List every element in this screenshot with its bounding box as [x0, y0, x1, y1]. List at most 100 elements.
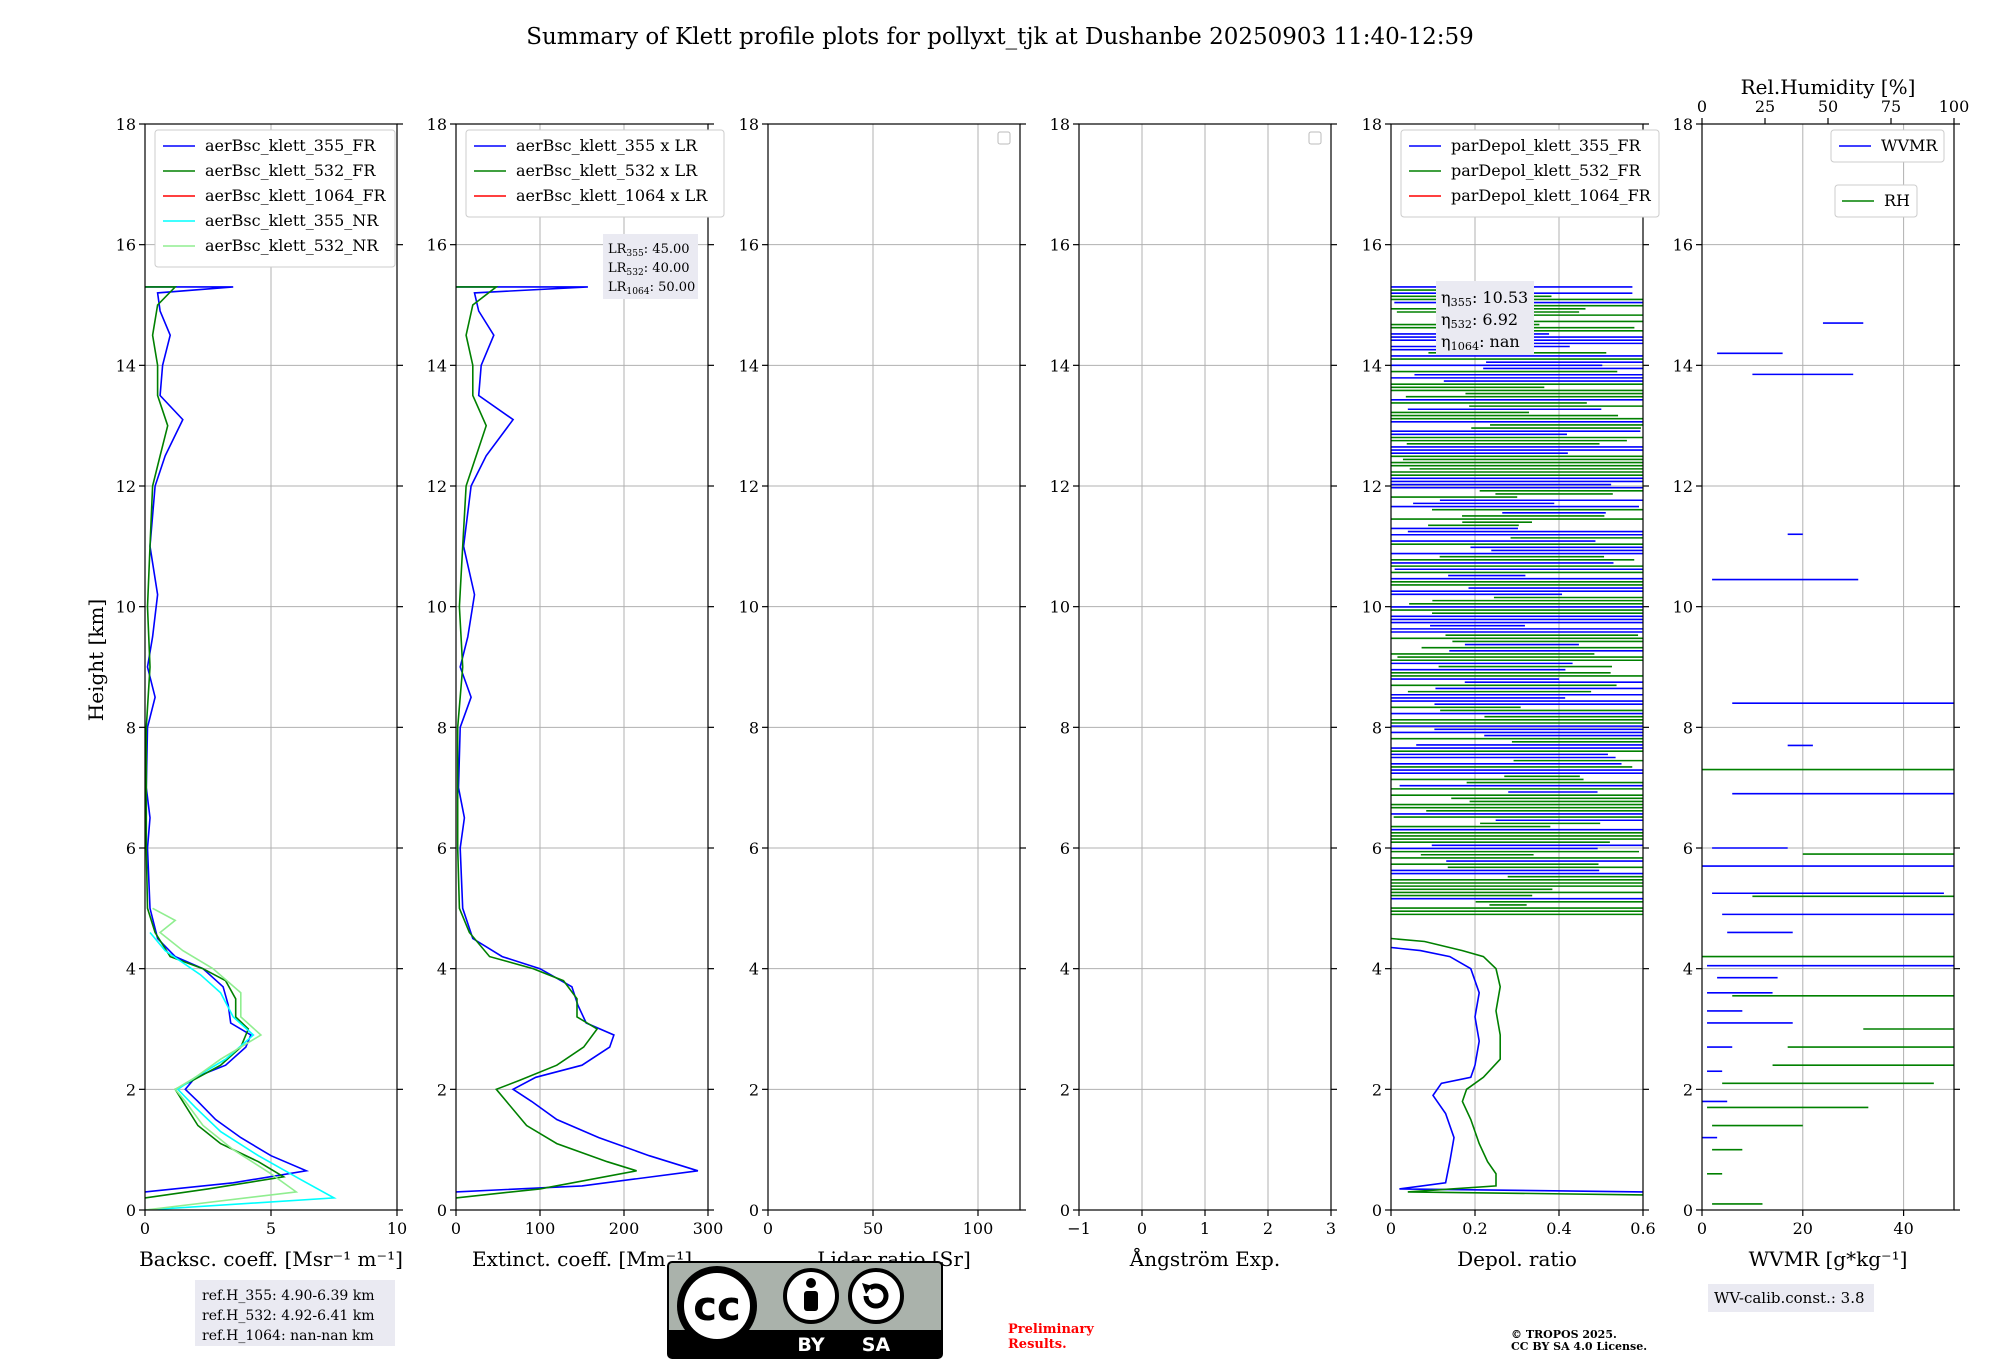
xtick-label: 20	[1793, 1219, 1813, 1238]
ytick-label: 2	[1683, 1080, 1693, 1099]
note-base: LR	[608, 242, 628, 257]
xtick-label: 0	[1697, 1219, 1707, 1238]
ytick-label: 8	[749, 718, 759, 737]
legend-label: aerBsc_klett_355_NR	[205, 211, 379, 230]
xtick-label: 0	[763, 1219, 773, 1238]
legend-rh: RH	[1834, 184, 1918, 218]
top-axis-label: Rel.Humidity [%]	[1741, 75, 1916, 99]
ytick-label: 6	[437, 839, 447, 858]
xtick-label: 100	[525, 1219, 556, 1238]
ytick-label: 8	[1372, 718, 1382, 737]
copyright-line2: CC BY SA 4.0 License.	[1511, 1340, 1647, 1353]
legend-label: parDepol_klett_532_FR	[1451, 161, 1642, 180]
axes-frame	[455, 123, 709, 1211]
x-axis-label: Ångström Exp.	[1129, 1246, 1280, 1271]
ref-height-355: ref.H_355: 4.90-6.39 km	[202, 1288, 375, 1304]
note-value: : 6.92	[1472, 310, 1518, 329]
note-sub: 355	[626, 249, 644, 259]
top-xtick-label: 25	[1755, 97, 1775, 116]
empty-legend	[1308, 131, 1322, 145]
ref-height-532: ref.H_532: 4.92-6.41 km	[202, 1308, 375, 1324]
ytick-label: 16	[1050, 236, 1070, 255]
ytick-label: 4	[1372, 960, 1382, 979]
xtick-label: 300	[693, 1219, 724, 1238]
panel-backscatter: 0 2 4 6 8 10 12 14 16 18 0 5 10 Backsc. coeff. [Msr⁻¹…	[116, 115, 408, 1271]
ytick-label: 14	[116, 356, 136, 375]
xtick-label: 10	[387, 1219, 407, 1238]
cc-logo-text: cc	[693, 1284, 740, 1330]
series-aerBsc_klett_355_FR	[145, 286, 310, 1193]
xtick-label: 200	[609, 1219, 640, 1238]
xtick-label: 2	[1263, 1219, 1273, 1238]
xtick-label: 0	[1137, 1219, 1147, 1238]
sa-icon	[848, 1268, 904, 1324]
ytick-label: 12	[116, 477, 136, 496]
legend-frame	[1834, 184, 1918, 218]
y-axis-label: Height [km]	[84, 599, 108, 721]
ytick-label: 12	[1362, 477, 1382, 496]
ytick-label: 12	[427, 477, 447, 496]
legend-label: parDepol_klett_355_FR	[1451, 136, 1642, 155]
xtick-label: 0	[451, 1219, 461, 1238]
legend-frame	[465, 129, 725, 218]
legend-extinction: aerBsc_klett_355 x LR aerBsc_klett_532 x …	[465, 129, 725, 218]
top-xtick-label: 50	[1818, 97, 1838, 116]
note-base: η	[1441, 310, 1451, 329]
top-xtick-label: 75	[1881, 97, 1901, 116]
ytick-label: 10	[1050, 598, 1070, 617]
note-base: η	[1441, 332, 1451, 351]
panel-depol: 0 2 4 6 8 10 12 14 16 18 0 0.2 0.4 0.6 Depol. ratio par…	[1362, 115, 1660, 1271]
preliminary-line1: Preliminary	[1008, 1322, 1094, 1337]
ytick-label: 2	[749, 1080, 759, 1099]
x-axis-label: Depol. ratio	[1457, 1247, 1577, 1271]
ytick-label: 18	[1673, 115, 1693, 134]
xtick-label: 100	[963, 1219, 994, 1238]
legend-label: aerBsc_klett_1064 x LR	[516, 186, 708, 205]
xtick-label: −1	[1067, 1219, 1091, 1238]
xtick-label: 0.4	[1546, 1219, 1571, 1238]
note-line: LR532: 40.00	[608, 261, 690, 278]
ytick-label: 16	[739, 236, 759, 255]
legend-label: aerBsc_klett_355_FR	[205, 136, 376, 155]
ytick-label: 10	[1362, 598, 1382, 617]
ytick-label: 10	[116, 598, 136, 617]
legend-backscatter: aerBsc_klett_355_FR aerBsc_klett_532_FRae…	[154, 129, 396, 268]
note-base: LR	[608, 280, 628, 295]
wv-calib-text: WV-calib.const.: 3.8	[1714, 1289, 1865, 1307]
legend-frame	[1400, 129, 1660, 218]
ytick-label: 6	[749, 839, 759, 858]
series-aerBsc_klett_355_NR	[145, 931, 337, 1210]
ytick-label: 10	[1673, 598, 1693, 617]
ytick-label: 10	[739, 598, 759, 617]
note-sub: 355	[1451, 296, 1472, 309]
ytick-label: 12	[1050, 477, 1070, 496]
note-sub: 532	[1451, 318, 1472, 331]
ytick-label: 16	[1673, 236, 1693, 255]
legend-label: parDepol_klett_1064_FR	[1451, 186, 1652, 205]
ytick-label: 16	[427, 236, 447, 255]
ytick-label: 12	[739, 477, 759, 496]
ytick-label: 4	[1683, 960, 1693, 979]
ytick-label: 18	[427, 115, 447, 134]
note-sub: 532	[626, 268, 643, 278]
ytick-label: 4	[1060, 960, 1070, 979]
ytick-label: 8	[1060, 718, 1070, 737]
ytick-label: 12	[1673, 477, 1693, 496]
series-aerBsc_klett_532_FR	[145, 286, 286, 1199]
xtick-label: 0.6	[1630, 1219, 1655, 1238]
figure-title: Summary of Klett profile plots for polly…	[526, 24, 1474, 50]
ytick-label: 0	[1372, 1201, 1382, 1220]
legend-label: aerBsc_klett_355 x LR	[516, 136, 698, 155]
x-axis-label: Backsc. coeff. [Msr⁻¹ m⁻¹]	[139, 1247, 403, 1271]
axes-frame	[767, 123, 1021, 1211]
legend-label: RH	[1884, 191, 1910, 210]
ytick-label: 14	[1362, 356, 1382, 375]
note-sub: 1064	[626, 287, 649, 297]
ytick-label: 14	[739, 356, 759, 375]
x-axis-label: WVMR [g*kg⁻¹]	[1749, 1247, 1908, 1271]
xtick-label: 1	[1200, 1219, 1210, 1238]
note-box	[1436, 281, 1534, 355]
